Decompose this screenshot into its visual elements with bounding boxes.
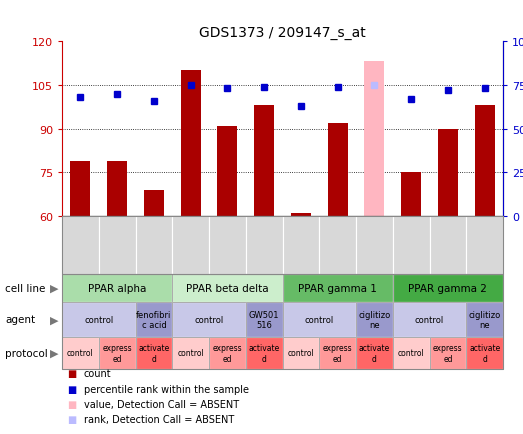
Text: PPAR beta delta: PPAR beta delta — [186, 283, 269, 293]
Text: fenofibri
c acid: fenofibri c acid — [136, 310, 172, 329]
Text: control: control — [398, 349, 425, 358]
Text: ciglitizo
ne: ciglitizo ne — [358, 310, 391, 329]
Text: activate
d: activate d — [248, 343, 280, 363]
Text: activate
d: activate d — [359, 343, 390, 363]
Bar — [254, 106, 274, 217]
Bar — [327, 123, 348, 217]
Bar — [364, 62, 384, 217]
Bar — [217, 126, 237, 217]
Text: express
ed: express ed — [212, 343, 242, 363]
Text: agent: agent — [5, 315, 36, 325]
Text: value, Detection Call = ABSENT: value, Detection Call = ABSENT — [84, 399, 239, 409]
Text: cell line: cell line — [5, 283, 46, 293]
Text: protocol: protocol — [5, 348, 48, 358]
Text: express
ed: express ed — [323, 343, 353, 363]
Text: ▶: ▶ — [50, 283, 59, 293]
Text: count: count — [84, 368, 111, 378]
Text: PPAR gamma 1: PPAR gamma 1 — [298, 283, 377, 293]
Text: ■: ■ — [67, 399, 76, 409]
Bar — [438, 129, 458, 217]
Bar — [107, 161, 127, 217]
Text: activate
d: activate d — [138, 343, 169, 363]
Text: rank, Detection Call = ABSENT: rank, Detection Call = ABSENT — [84, 414, 234, 424]
Text: control: control — [304, 315, 334, 324]
Title: GDS1373 / 209147_s_at: GDS1373 / 209147_s_at — [199, 26, 366, 39]
Bar — [180, 71, 201, 217]
Text: control: control — [195, 315, 224, 324]
Text: express
ed: express ed — [433, 343, 463, 363]
Text: ■: ■ — [67, 384, 76, 394]
Text: activate
d: activate d — [469, 343, 501, 363]
Bar — [401, 173, 421, 217]
Text: PPAR alpha: PPAR alpha — [88, 283, 146, 293]
Text: PPAR gamma 2: PPAR gamma 2 — [408, 283, 487, 293]
Text: control: control — [67, 349, 94, 358]
Text: ■: ■ — [67, 368, 76, 378]
Text: GW501
516: GW501 516 — [249, 310, 279, 329]
Text: ■: ■ — [67, 414, 76, 424]
Text: control: control — [177, 349, 204, 358]
Text: control: control — [288, 349, 314, 358]
Text: ciglitizo
ne: ciglitizo ne — [469, 310, 501, 329]
Text: express
ed: express ed — [103, 343, 132, 363]
Text: control: control — [84, 315, 113, 324]
Bar — [70, 161, 90, 217]
Bar — [144, 191, 164, 217]
Text: control: control — [415, 315, 444, 324]
Bar — [291, 214, 311, 217]
Bar — [474, 106, 495, 217]
Text: ▶: ▶ — [50, 348, 59, 358]
Text: ▶: ▶ — [50, 315, 59, 325]
Text: percentile rank within the sample: percentile rank within the sample — [84, 384, 249, 394]
